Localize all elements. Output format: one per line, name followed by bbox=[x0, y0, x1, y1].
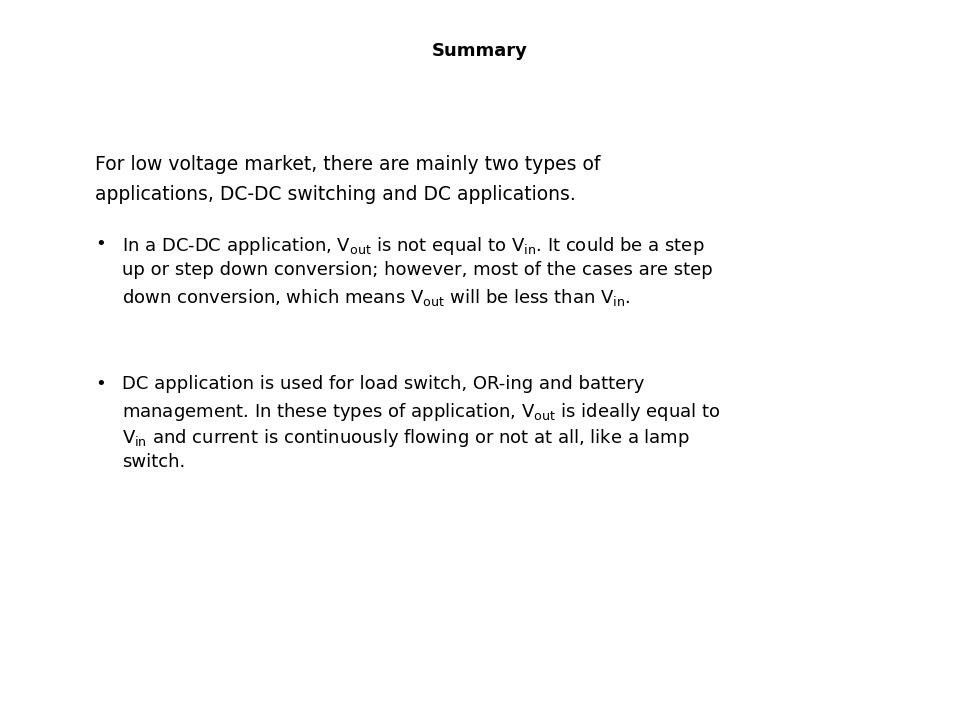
Text: Summary: Summary bbox=[432, 42, 528, 60]
Text: •: • bbox=[95, 235, 106, 253]
Text: V$_{\mathregular{in}}$ and current is continuously flowing or not at all, like a: V$_{\mathregular{in}}$ and current is co… bbox=[122, 427, 690, 449]
Text: applications, DC-DC switching and DC applications.: applications, DC-DC switching and DC app… bbox=[95, 185, 576, 204]
Text: up or step down conversion; however, most of the cases are step: up or step down conversion; however, mos… bbox=[122, 261, 712, 279]
Text: DC application is used for load switch, OR-ing and battery: DC application is used for load switch, … bbox=[122, 375, 644, 393]
Text: In a DC-DC application, V$_{\mathregular{out}}$ is not equal to V$_{\mathregular: In a DC-DC application, V$_{\mathregular… bbox=[122, 235, 705, 257]
Text: switch.: switch. bbox=[122, 453, 185, 471]
Text: down conversion, which means V$_{\mathregular{out}}$ will be less than V$_{\math: down conversion, which means V$_{\mathre… bbox=[122, 287, 631, 308]
Text: management. In these types of application, V$_{\mathregular{out}}$ is ideally eq: management. In these types of applicatio… bbox=[122, 401, 720, 423]
Text: For low voltage market, there are mainly two types of: For low voltage market, there are mainly… bbox=[95, 155, 600, 174]
Text: •: • bbox=[95, 375, 106, 393]
